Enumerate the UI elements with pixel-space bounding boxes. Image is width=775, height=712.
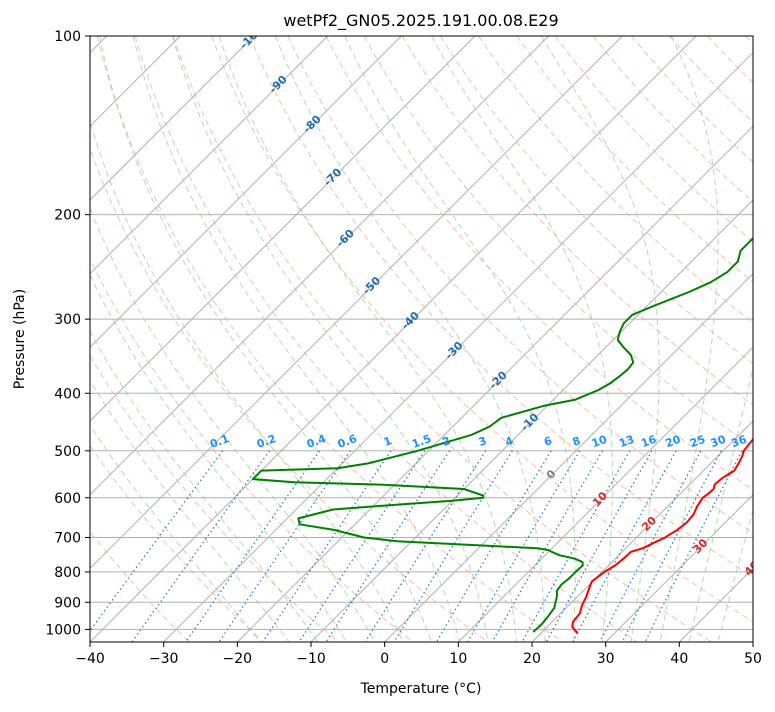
x-tick-label: −30: [149, 651, 179, 667]
x-tick-label: 50: [744, 651, 762, 667]
x-axis-label: Temperature (°C): [360, 681, 482, 697]
y-tick-label: 700: [54, 531, 81, 547]
y-tick-label: 200: [54, 208, 81, 224]
x-tick-label: 10: [449, 651, 467, 667]
x-tick-label: 0: [380, 651, 389, 667]
isotherm-line: [753, 36, 775, 642]
x-tick-label: −40: [75, 651, 105, 667]
y-tick-label: 800: [54, 565, 81, 581]
y-tick-label: 100: [54, 29, 81, 45]
y-tick-label: 600: [54, 491, 81, 507]
x-tick-label: −10: [296, 651, 326, 667]
y-tick-label: 1000: [45, 622, 81, 638]
x-tick-label: 40: [670, 651, 688, 667]
y-tick-label: 300: [54, 312, 81, 328]
plot-background: [90, 36, 753, 642]
x-tick-label: −20: [223, 651, 253, 667]
x-tick-label: 30: [597, 651, 615, 667]
y-axis-label: Pressure (hPa): [12, 289, 28, 389]
y-tick-label: 400: [54, 386, 81, 402]
y-tick-label: 900: [54, 595, 81, 611]
y-tick-label: 500: [54, 444, 81, 460]
chart-title: wetPf2_GN05.2025.191.00.08.E29: [283, 11, 558, 31]
x-tick-label: 20: [523, 651, 541, 667]
